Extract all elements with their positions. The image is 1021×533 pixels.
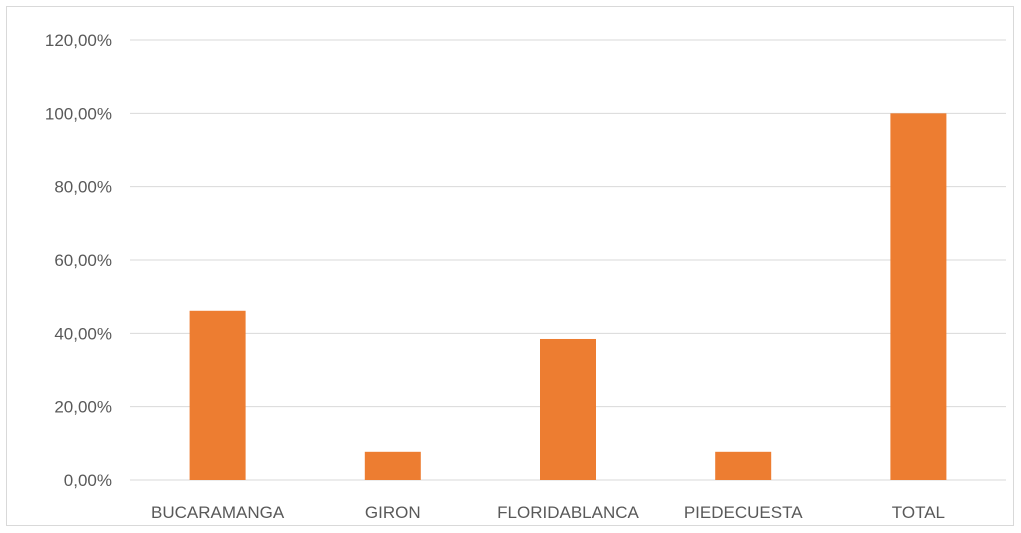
y-tick-label: 0,00% <box>64 471 112 490</box>
x-tick-label: TOTAL <box>892 503 945 522</box>
chart-frame <box>6 6 1014 526</box>
x-tick-label: GIRON <box>365 503 421 522</box>
y-tick-label: 60,00% <box>54 251 112 270</box>
y-tick-label: 120,00% <box>45 31 112 50</box>
gridlines <box>130 39 1006 481</box>
x-tick-label: FLORIDABLANCA <box>497 503 639 522</box>
bar-piedecuesta <box>715 451 772 480</box>
bar-bucaramanga <box>189 310 246 480</box>
bar-total <box>890 113 947 480</box>
y-tick-label: 20,00% <box>54 398 112 417</box>
x-axis-tick-labels: BUCARAMANGA GIRON FLORIDABLANCA PIEDECUESTA… <box>151 503 945 522</box>
x-tick-label: BUCARAMANGA <box>151 503 285 522</box>
y-tick-label: 80,00% <box>54 178 112 197</box>
x-tick-label: PIEDECUESTA <box>684 503 803 522</box>
y-tick-label: 40,00% <box>54 324 112 343</box>
y-tick-label: 100,00% <box>45 104 112 123</box>
bars <box>189 113 947 480</box>
bar-giron <box>364 451 421 480</box>
y-axis-tick-labels: 0,00% 20,00% 40,00% 60,00% 80,00% 100,00% 120,… <box>45 31 112 490</box>
bar-floridablanca <box>540 338 596 480</box>
